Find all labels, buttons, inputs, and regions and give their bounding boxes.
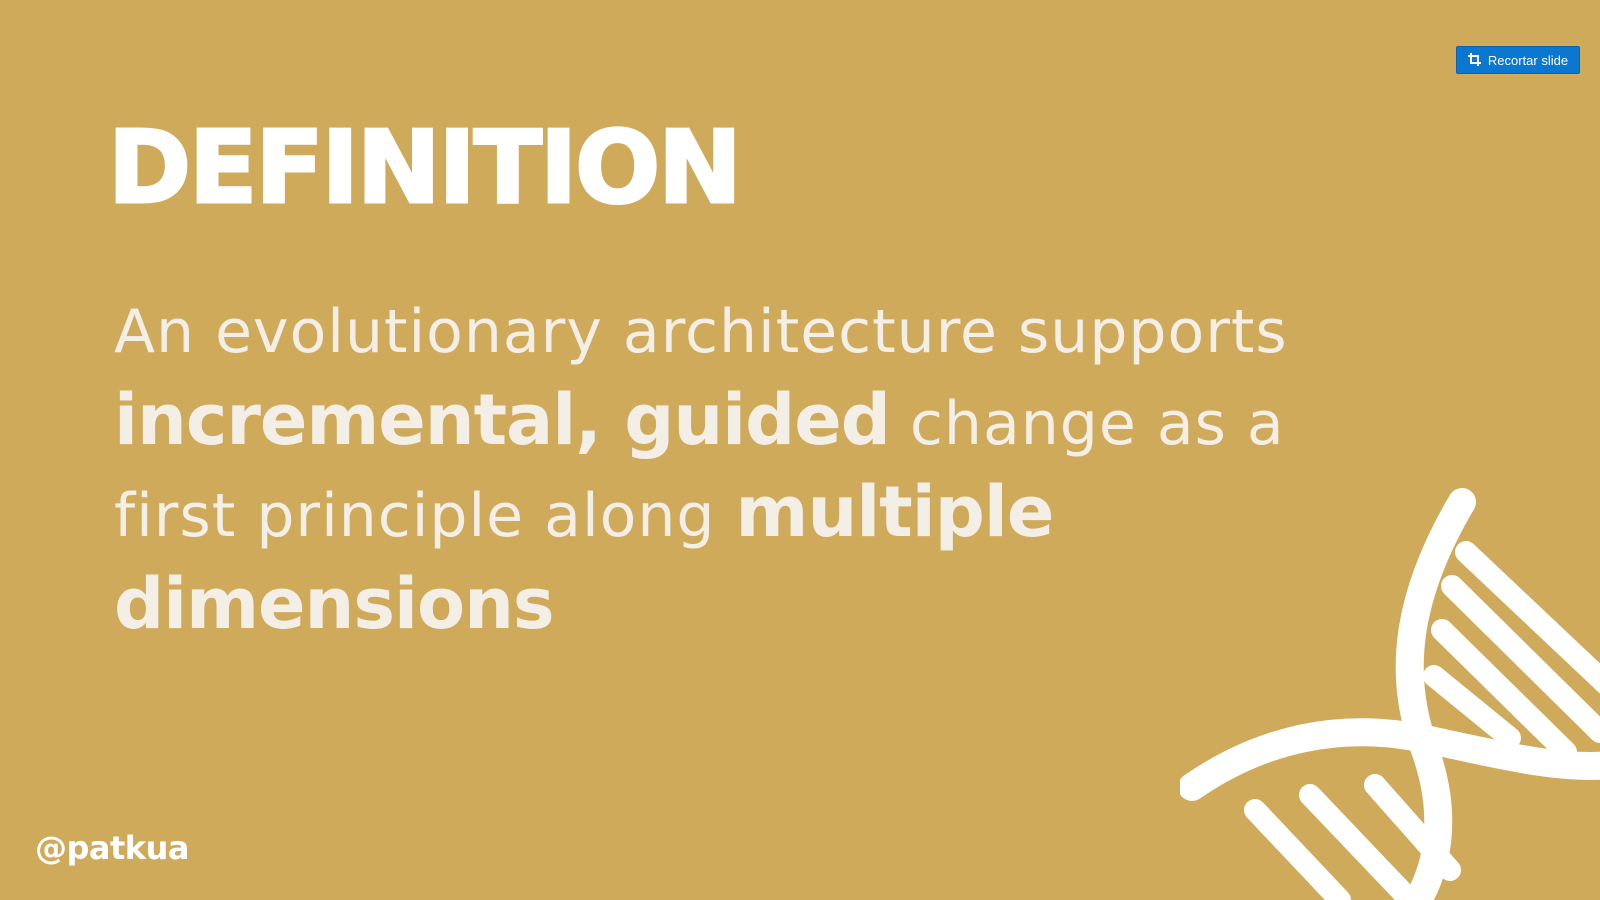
author-handle: @patkua: [35, 829, 189, 867]
crop-icon: [1467, 53, 1482, 67]
definition-emphasis-2: multiple dimensions: [114, 471, 1054, 645]
slide-title: DEFINITION: [107, 109, 744, 226]
definition-part-1: An evolutionary architecture supports: [114, 297, 1288, 367]
definition-emphasis-1: incremental, guided: [114, 379, 891, 461]
definition-part-2: change as a first principle along: [114, 389, 1285, 551]
crop-slide-button[interactable]: Recortar slide: [1456, 46, 1580, 74]
crop-slide-label: Recortar slide: [1487, 52, 1569, 68]
dna-icon: [1180, 488, 1600, 900]
definition-text: An evolutionary architecture supports in…: [114, 288, 1414, 652]
